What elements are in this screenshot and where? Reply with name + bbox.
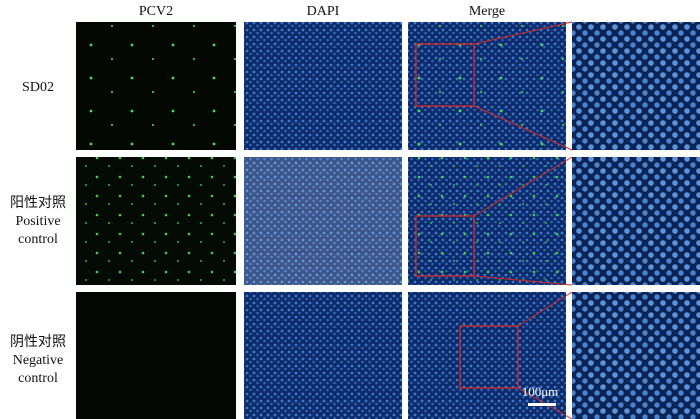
zoom-line	[473, 105, 573, 151]
row-label: 阴性对照	[10, 334, 66, 350]
zoom-image	[572, 292, 700, 419]
row-1-images	[76, 21, 700, 151]
zoom-box	[415, 215, 475, 277]
dapi-image	[244, 292, 402, 419]
zoom-box	[415, 43, 475, 107]
column-header: PCV2	[139, 4, 173, 19]
merge-signal	[408, 22, 566, 150]
zoom-line	[473, 275, 573, 286]
zoom-image	[572, 22, 700, 150]
column-headers: PCV2 DAPI Merge	[139, 4, 505, 19]
zoom-line	[473, 156, 573, 217]
row-label: Negative	[13, 353, 64, 368]
scale-bar	[528, 403, 556, 406]
row-labels: SD02 阳性对照 Positive control 阴性对照 Negative…	[10, 80, 66, 386]
pcv2-signal	[76, 157, 236, 285]
merge-signal	[408, 157, 566, 285]
dapi-image	[244, 157, 402, 285]
zoom-image	[572, 157, 700, 285]
column-header: Merge	[469, 4, 505, 19]
pcv2-signal	[76, 22, 236, 150]
row-label: control	[18, 371, 58, 386]
pcv2-image	[76, 292, 236, 419]
zoom-box	[459, 325, 519, 389]
merge-image	[408, 292, 566, 419]
row-3-images: 100μm	[76, 291, 700, 419]
zoom-line	[473, 21, 573, 45]
scale-bar-label: 100μm	[522, 384, 559, 399]
dapi-image	[244, 22, 402, 150]
row-label: SD02	[22, 80, 54, 95]
row-label: Positive	[15, 214, 60, 229]
row-label: control	[18, 232, 58, 247]
zoom-line	[517, 291, 573, 327]
row-2-images	[76, 156, 700, 286]
row-label: 阳性对照	[10, 195, 66, 211]
column-header: DAPI	[307, 4, 340, 19]
